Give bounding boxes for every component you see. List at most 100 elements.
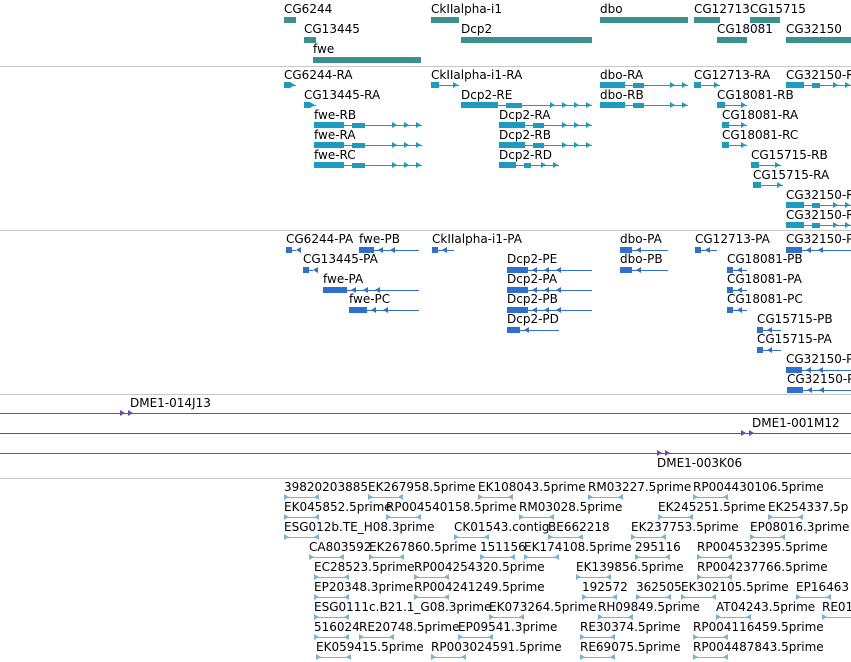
feature-label[interactable]: dbo [600, 2, 623, 16]
est-arrow-icon[interactable] [386, 514, 391, 520]
est-arrow-icon[interactable] [519, 614, 524, 620]
feature-label[interactable]: CkIIalpha-i1-RA [431, 68, 523, 82]
est-arrow-icon[interactable] [723, 634, 728, 640]
est-arrow-icon[interactable] [431, 654, 436, 660]
protein-block[interactable] [786, 247, 802, 253]
est-arrow-icon[interactable] [661, 534, 666, 540]
gene-glyph[interactable] [750, 17, 780, 23]
est-arrow-icon[interactable] [314, 614, 319, 620]
feature-label[interactable]: RM03028.5prime [519, 500, 623, 514]
feature-label[interactable]: CG6244-RA [284, 68, 353, 82]
feature-label[interactable]: EK139856.5prime [576, 560, 684, 574]
est-arrow-icon[interactable] [697, 574, 702, 580]
est-arrow-icon[interactable] [716, 614, 721, 620]
transcript-exon[interactable] [600, 82, 625, 88]
est-arrow-icon[interactable] [681, 594, 686, 600]
feature-label[interactable]: EK108043.5prime [478, 480, 586, 494]
feature-label[interactable]: 39820203885 [284, 480, 368, 494]
transcript-exon[interactable] [352, 163, 365, 168]
protein-block[interactable] [507, 287, 528, 293]
protein-block[interactable] [757, 327, 763, 333]
feature-label[interactable]: Dcp2-PE [507, 252, 558, 266]
est-arrow-icon[interactable] [612, 594, 617, 600]
est-arrow-icon[interactable] [549, 514, 554, 520]
est-arrow-icon[interactable] [309, 554, 314, 560]
gene-glyph[interactable] [313, 57, 421, 63]
transcript-exon[interactable] [524, 163, 531, 168]
feature-label[interactable]: CG15715-RA [753, 168, 830, 182]
est-arrow-icon[interactable] [519, 514, 524, 520]
gene-glyph[interactable] [284, 17, 296, 23]
feature-label[interactable]: Dcp2 [461, 22, 493, 36]
feature-label[interactable]: CG6244 [284, 2, 333, 16]
transcript-exon[interactable] [499, 142, 525, 148]
est-arrow-icon[interactable] [578, 534, 583, 540]
feature-label[interactable]: Dcp2-PB [507, 292, 558, 306]
feature-label[interactable]: EK245251.5prime [658, 500, 766, 514]
feature-label[interactable]: AT04243.5prime [716, 600, 816, 614]
transcript-exon[interactable] [812, 203, 820, 208]
feature-label[interactable]: CG18081 [717, 22, 773, 36]
est-arrow-icon[interactable] [344, 574, 349, 580]
feature-label[interactable]: dbo-RA [600, 68, 644, 82]
feature-label[interactable]: Dcp2-RB [499, 128, 551, 142]
feature-label[interactable]: 362505 [636, 580, 682, 594]
protein-block[interactable] [507, 267, 528, 273]
feature-label[interactable]: CG13445-PA [303, 252, 378, 266]
est-arrow-icon[interactable] [635, 554, 640, 560]
feature-label[interactable]: CG32150-RC [786, 208, 851, 222]
est-arrow-icon[interactable] [344, 614, 349, 620]
transcript-exon[interactable] [304, 102, 310, 108]
est-arrow-icon[interactable] [723, 654, 728, 660]
est-arrow-icon[interactable] [314, 634, 319, 640]
est-arrow-icon[interactable] [480, 554, 485, 560]
est-arrow-icon[interactable] [588, 494, 593, 500]
est-arrow-icon[interactable] [750, 534, 755, 540]
feature-label[interactable]: 295116 [635, 540, 681, 554]
est-arrow-icon[interactable] [636, 594, 641, 600]
est-arrow-icon[interactable] [314, 494, 319, 500]
est-arrow-icon[interactable] [693, 634, 698, 640]
est-arrow-icon[interactable] [780, 534, 785, 540]
est-arrow-icon[interactable] [697, 554, 702, 560]
feature-label[interactable]: RP004116459.5prime [693, 620, 824, 634]
est-arrow-icon[interactable] [369, 554, 374, 560]
feature-label[interactable]: fwe-RA [314, 128, 356, 142]
gene-glyph[interactable] [431, 17, 459, 23]
transcript-exon[interactable] [786, 222, 804, 228]
feature-label[interactable]: CkIIalpha-i1-PA [432, 232, 522, 246]
protein-block[interactable] [727, 267, 733, 273]
gene-glyph[interactable] [461, 37, 592, 43]
est-arrow-icon[interactable] [398, 494, 403, 500]
est-arrow-icon[interactable] [580, 654, 585, 660]
est-arrow-icon[interactable] [414, 594, 419, 600]
feature-label[interactable]: fwe [313, 42, 335, 56]
feature-label[interactable]: RE01 [822, 600, 851, 614]
est-arrow-icon[interactable] [610, 654, 615, 660]
protein-block[interactable] [432, 247, 438, 253]
est-arrow-icon[interactable] [631, 534, 636, 540]
est-arrow-icon[interactable] [478, 494, 483, 500]
transcript-exon[interactable] [499, 122, 525, 128]
feature-label[interactable]: 151156 [480, 540, 526, 554]
est-arrow-icon[interactable] [688, 514, 693, 520]
clone-span-line[interactable] [0, 453, 851, 454]
feature-label[interactable]: dbo-RB [600, 88, 644, 102]
protein-block[interactable] [323, 287, 347, 293]
feature-label[interactable]: EK254337.5p [768, 500, 849, 514]
est-arrow-icon[interactable] [344, 594, 349, 600]
feature-label[interactable]: DME1-001M12 [752, 416, 840, 430]
transcript-exon[interactable] [717, 102, 725, 108]
protein-block[interactable] [695, 247, 701, 253]
transcript-exon[interactable] [533, 123, 544, 128]
feature-label[interactable]: EK073264.5prime [489, 600, 597, 614]
feature-label[interactable]: EP16463 [796, 580, 849, 594]
protein-block[interactable] [620, 267, 632, 273]
transcript-exon[interactable] [352, 143, 365, 148]
est-arrow-icon[interactable] [822, 614, 827, 620]
est-arrow-icon[interactable] [314, 574, 319, 580]
protein-block[interactable] [286, 247, 292, 253]
est-arrow-icon[interactable] [510, 554, 515, 560]
transcript-exon[interactable] [284, 82, 290, 88]
est-arrow-icon[interactable] [484, 534, 489, 540]
